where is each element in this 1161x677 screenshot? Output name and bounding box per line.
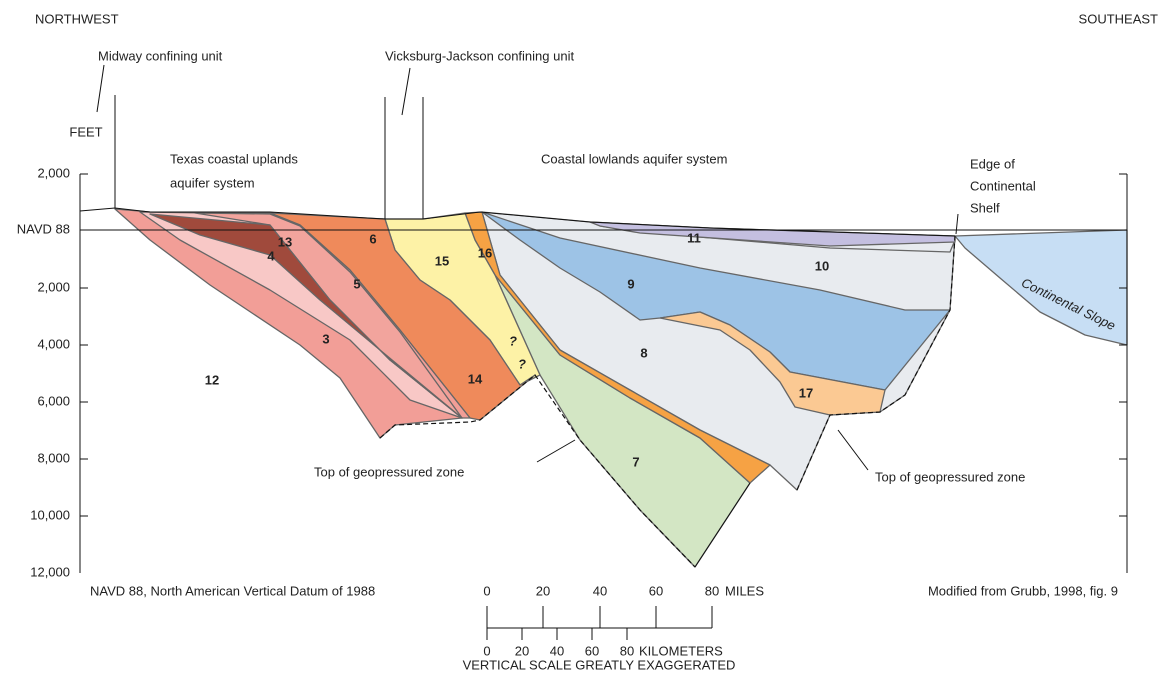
uncertain-mark: ? [518,356,526,371]
scale-miles: 40 [593,583,607,598]
datum-note: NAVD 88, North American Vertical Datum o… [90,583,375,598]
scale-miles: 0 [483,583,490,598]
cross-section: NORTHWEST SOUTHEAST Midway confining uni… [0,0,1161,677]
direction-right: SOUTHEAST [1079,11,1159,26]
unit-label: 14 [468,371,483,386]
axis-tick-label: 6,000 [37,393,70,408]
axis-tick-label: 4,000 [37,336,70,351]
scale-miles: 80 [705,583,719,598]
axis-tick-label: 10,000 [30,507,70,522]
scale-km: 0 [483,643,490,658]
vicksburg-leader [402,68,410,115]
callout-lowlands: Coastal lowlands aquifer system [541,151,727,166]
body: NORTHWEST SOUTHEAST Midway confining uni… [0,0,1161,677]
axis-tick-label: 8,000 [37,450,70,465]
axis-title: FEET [69,124,102,139]
unit-label: 7 [632,454,639,469]
unit-label: 15 [435,253,449,268]
axis-tick-label: 2,000 [37,279,70,294]
scale-km: 60 [585,643,599,658]
axis-tick-label: 2,000 [37,165,70,180]
unit-label: 4 [267,248,275,263]
geopressure-leader-right [838,430,868,470]
scale-km-unit: KILOMETERS [639,643,723,658]
uncertain-mark: ? [509,333,517,348]
page: Hydrogeologic cross section {"header": {… [0,0,1161,677]
scale-miles: 20 [536,583,550,598]
callout-geopressure: Top of geopressured zone [875,469,1025,484]
scale-miles: 60 [649,583,663,598]
geopressure-leader-left [537,440,575,462]
callout-shelf: Edge of [970,156,1015,171]
scale-note: VERTICAL SCALE GREATLY EXAGGERATED [463,657,736,672]
unit-label: 5 [353,276,360,291]
axis-tick-label: 12,000 [30,564,70,579]
unit-label: 16 [478,245,492,260]
unit-label: 6 [369,231,376,246]
direction-left: NORTHWEST [35,11,119,26]
unit-label: 10 [815,258,829,273]
unit-label: 17 [799,385,813,400]
unit-label: 9 [627,276,634,291]
callout-shelf: Continental [970,178,1036,193]
callout-shelf: Shelf [970,200,1000,215]
scale-miles-unit: MILES [725,583,764,598]
midway-leader [97,65,104,112]
callout-midway: Midway confining unit [98,48,223,63]
scale-bar [487,606,712,640]
shelf-leader [956,214,958,234]
callout-geopressure: Top of geopressured zone [314,464,464,479]
callout-vicksburg: Vicksburg-Jackson confining unit [385,48,574,63]
unit-label: 3 [322,331,329,346]
callout-uplands: aquifer system [170,175,255,190]
unit-label: 11 [687,230,701,245]
scale-km: 40 [550,643,564,658]
unit-label: 8 [640,345,647,360]
scale-km: 80 [620,643,634,658]
unit-label: 12 [205,372,219,387]
source-note: Modified from Grubb, 1998, fig. 9 [928,583,1118,598]
unit-label: 13 [278,234,292,249]
axis-tick-label: NAVD 88 [17,221,70,236]
callout-uplands: Texas coastal uplands [170,151,298,166]
scale-km: 20 [515,643,529,658]
